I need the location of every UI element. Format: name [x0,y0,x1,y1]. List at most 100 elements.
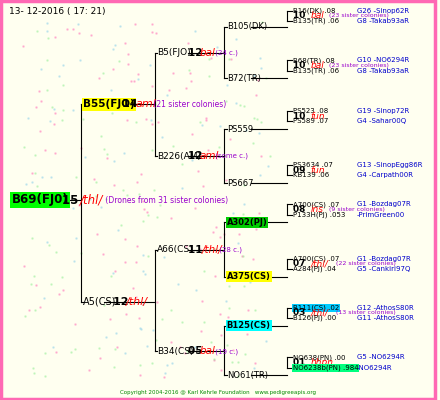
Point [266,152,273,159]
Point [225,56,232,62]
Point [240,201,247,208]
Point [77,57,84,63]
Point [227,136,234,143]
Point [70,205,77,211]
Point [243,330,250,337]
Point [179,318,186,325]
Point [158,316,165,323]
Point [189,157,196,163]
Text: -PrimGreen00: -PrimGreen00 [357,212,405,218]
Point [125,50,132,57]
Text: G11 -AthosS80R: G11 -AthosS80R [357,315,414,321]
Point [36,128,43,134]
Point [32,152,39,158]
Point [72,174,79,181]
Point [147,62,154,68]
Point [160,254,167,260]
Point [163,92,170,98]
Text: (21 sister colonies): (21 sister colonies) [150,100,226,109]
Point [107,106,114,112]
Point [144,253,151,260]
Point [110,158,117,165]
Point [246,279,253,286]
Point [212,246,219,252]
Point [249,140,257,147]
Point [90,176,97,182]
Text: 10: 10 [293,61,308,70]
Point [76,30,83,36]
Point [121,150,128,156]
Text: aml: aml [136,99,156,109]
Point [51,121,58,128]
Text: A375(CS): A375(CS) [227,272,271,281]
Text: G10 -NO6294R: G10 -NO6294R [357,58,409,64]
Point [148,28,155,35]
Point [144,343,151,349]
Point [121,350,128,356]
Point [143,208,150,215]
Point [139,198,146,204]
Point [238,253,246,259]
Point [104,155,111,161]
Point [44,239,51,246]
Point [128,78,135,85]
Text: aml: aml [200,151,219,161]
Point [38,98,45,104]
Point [227,56,235,62]
Point [119,187,126,193]
Text: G5 -NO6294R: G5 -NO6294R [357,354,405,360]
Text: 13- 12-2016 ( 17: 21): 13- 12-2016 ( 17: 21) [9,7,106,16]
Text: /thl/: /thl/ [202,245,222,255]
Point [85,367,92,374]
Text: 11: 11 [187,245,205,255]
Point [100,145,107,152]
Point [60,287,67,294]
Point [70,26,77,32]
Point [113,330,120,336]
Text: B69(FJ0): B69(FJ0) [11,194,68,206]
Point [251,307,258,313]
Text: G5 -Cankiri97Q: G5 -Cankiri97Q [357,266,411,272]
Point [59,62,66,68]
Point [97,355,104,361]
Point [29,179,36,185]
Point [131,78,138,84]
Point [191,204,198,211]
Text: B55(FJO): B55(FJO) [83,99,135,109]
Text: KB139 .06: KB139 .06 [293,172,329,178]
Point [48,174,55,180]
Text: 12: 12 [187,151,205,161]
Point [234,358,241,365]
Point [252,226,259,232]
Point [137,325,144,331]
Point [80,116,87,122]
Text: 07: 07 [293,259,308,268]
Point [149,327,156,333]
Point [115,226,122,233]
Point [186,70,193,76]
Point [110,182,117,188]
Point [194,168,202,174]
Point [59,274,66,280]
Point [161,374,168,380]
Point [216,311,223,318]
Point [33,104,40,111]
Text: (13 sister colonies): (13 sister colonies) [334,310,396,315]
Text: PS3634 .07: PS3634 .07 [293,162,333,168]
Point [161,370,169,376]
Point [139,301,146,307]
Text: (24 c.): (24 c.) [213,49,238,56]
Point [103,334,110,340]
Text: PS523 .08: PS523 .08 [293,108,328,114]
Text: B105(DK): B105(DK) [227,22,267,31]
Point [55,290,62,297]
Text: G1 -Bozdag07R: G1 -Bozdag07R [357,201,411,207]
Text: B226(AM): B226(AM) [157,152,201,161]
Point [148,120,155,127]
Text: PS559: PS559 [227,125,253,134]
Point [198,122,205,129]
Text: fun: fun [311,166,325,175]
Text: NO6238b(PN) .984: NO6238b(PN) .984 [293,364,358,371]
Point [234,240,241,246]
Point [213,44,220,50]
